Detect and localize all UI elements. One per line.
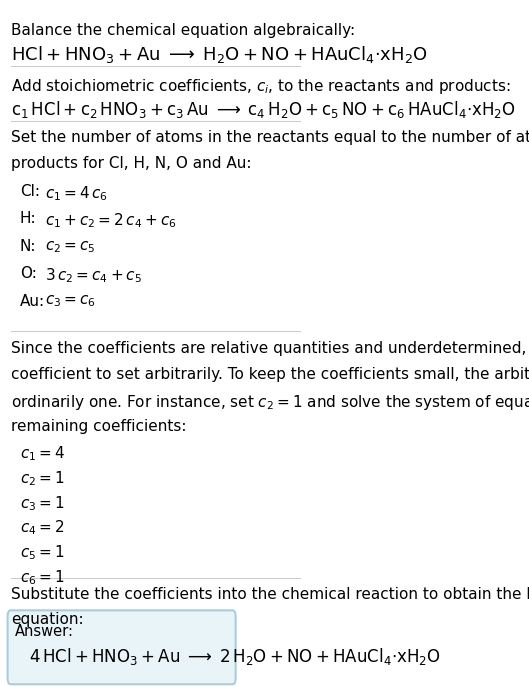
Text: $\mathrm{HCl + HNO_3 + Au} \;\longrightarrow\; \mathrm{H_2O + NO + HAuCl_4{\cdot: $\mathrm{HCl + HNO_3 + Au} \;\longrighta… (11, 44, 427, 65)
Text: $\mathrm{c_1\,HCl + c_2\,HNO_3 + c_3\,Au} \;\longrightarrow\; \mathrm{c_4\,H_2O : $\mathrm{c_1\,HCl + c_2\,HNO_3 + c_3\,Au… (11, 98, 516, 120)
Text: $c_6 = 1$: $c_6 = 1$ (20, 568, 65, 587)
Text: Answer:: Answer: (15, 624, 74, 639)
Text: ordinarily one. For instance, set $c_2 = 1$ and solve the system of equations fo: ordinarily one. For instance, set $c_2 =… (11, 393, 529, 412)
Text: products for Cl, H, N, O and Au:: products for Cl, H, N, O and Au: (11, 156, 251, 171)
Text: equation:: equation: (11, 611, 83, 627)
Text: Set the number of atoms in the reactants equal to the number of atoms in the: Set the number of atoms in the reactants… (11, 130, 529, 145)
Text: $c_2 = 1$: $c_2 = 1$ (20, 469, 65, 488)
Text: $\mathrm{4\,HCl + HNO_3 + Au} \;\longrightarrow\; \mathrm{2\,H_2O + NO + HAuCl_4: $\mathrm{4\,HCl + HNO_3 + Au} \;\longrig… (29, 646, 441, 667)
Text: $c_2 = c_5$: $c_2 = c_5$ (44, 239, 95, 254)
Text: H:: H: (20, 212, 37, 227)
Text: Since the coefficients are relative quantities and underdetermined, choose a: Since the coefficients are relative quan… (11, 341, 529, 356)
Text: $c_3 = 1$: $c_3 = 1$ (20, 494, 65, 513)
Text: $c_5 = 1$: $c_5 = 1$ (20, 543, 65, 562)
Text: $c_1 = 4$: $c_1 = 4$ (20, 444, 65, 464)
Text: O:: O: (20, 266, 37, 281)
Text: Balance the chemical equation algebraically:: Balance the chemical equation algebraica… (11, 23, 355, 38)
Text: $c_1 + c_2 = 2\,c_4 + c_6$: $c_1 + c_2 = 2\,c_4 + c_6$ (44, 212, 176, 230)
Text: coefficient to set arbitrarily. To keep the coefficients small, the arbitrary va: coefficient to set arbitrarily. To keep … (11, 367, 529, 382)
Text: remaining coefficients:: remaining coefficients: (11, 419, 186, 433)
Text: $c_3 = c_6$: $c_3 = c_6$ (44, 293, 95, 309)
Text: Add stoichiometric coefficients, $c_i$, to the reactants and products:: Add stoichiometric coefficients, $c_i$, … (11, 77, 510, 95)
FancyBboxPatch shape (7, 610, 235, 684)
Text: $c_4 = 2$: $c_4 = 2$ (20, 519, 65, 537)
Text: $3\,c_2 = c_4 + c_5$: $3\,c_2 = c_4 + c_5$ (44, 266, 142, 285)
Text: Au:: Au: (20, 293, 45, 308)
Text: Substitute the coefficients into the chemical reaction to obtain the balanced: Substitute the coefficients into the che… (11, 587, 529, 602)
Text: $c_1 = 4\,c_6$: $c_1 = 4\,c_6$ (44, 184, 107, 203)
Text: Cl:: Cl: (20, 184, 40, 199)
Text: N:: N: (20, 239, 37, 254)
